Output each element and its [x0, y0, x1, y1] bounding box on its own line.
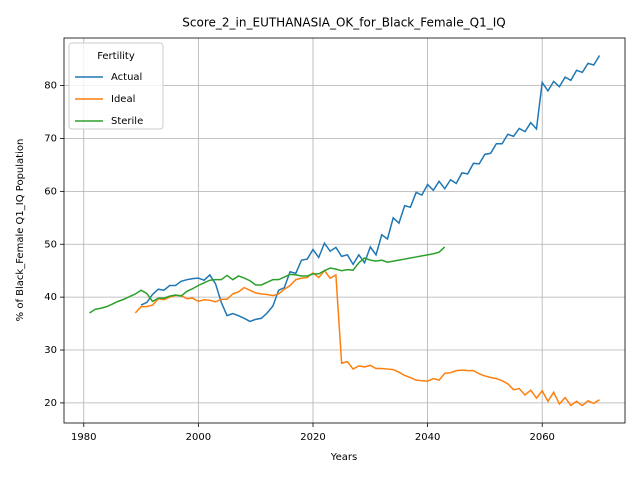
y-tick-label: 30	[44, 345, 57, 356]
chart-title: Score_2_in_EUTHANASIA_OK_for_Black_Femal…	[182, 16, 505, 30]
legend-label: Actual	[111, 72, 142, 83]
y-tick-label: 80	[44, 81, 57, 92]
legend: Fertility Actual Ideal Sterile	[68, 42, 164, 130]
x-tick-label: 2000	[186, 432, 211, 443]
y-tick-label: 50	[44, 239, 57, 250]
x-tick-label: 2060	[529, 432, 554, 443]
y-tick-label: 70	[44, 133, 57, 144]
legend-label: Ideal	[111, 94, 135, 105]
y-tick-label: 40	[44, 292, 57, 303]
line	[140, 55, 601, 323]
x-axis-label: Years	[330, 452, 357, 463]
line	[134, 269, 600, 407]
legend-title: Fertility	[97, 51, 135, 62]
legend-box	[68, 42, 164, 130]
y-axis-label: % of Black_Female Q1_IQ Population	[15, 139, 26, 322]
y-tick-label: 20	[44, 398, 57, 409]
legend-label: Sterile	[111, 116, 143, 127]
x-tick-label: 1980	[71, 432, 96, 443]
plot-frame	[63, 37, 626, 424]
x-tick-label: 2040	[415, 432, 440, 443]
x-tick-label: 2020	[300, 432, 325, 443]
line	[89, 246, 446, 314]
y-tick-label: 60	[44, 186, 57, 197]
